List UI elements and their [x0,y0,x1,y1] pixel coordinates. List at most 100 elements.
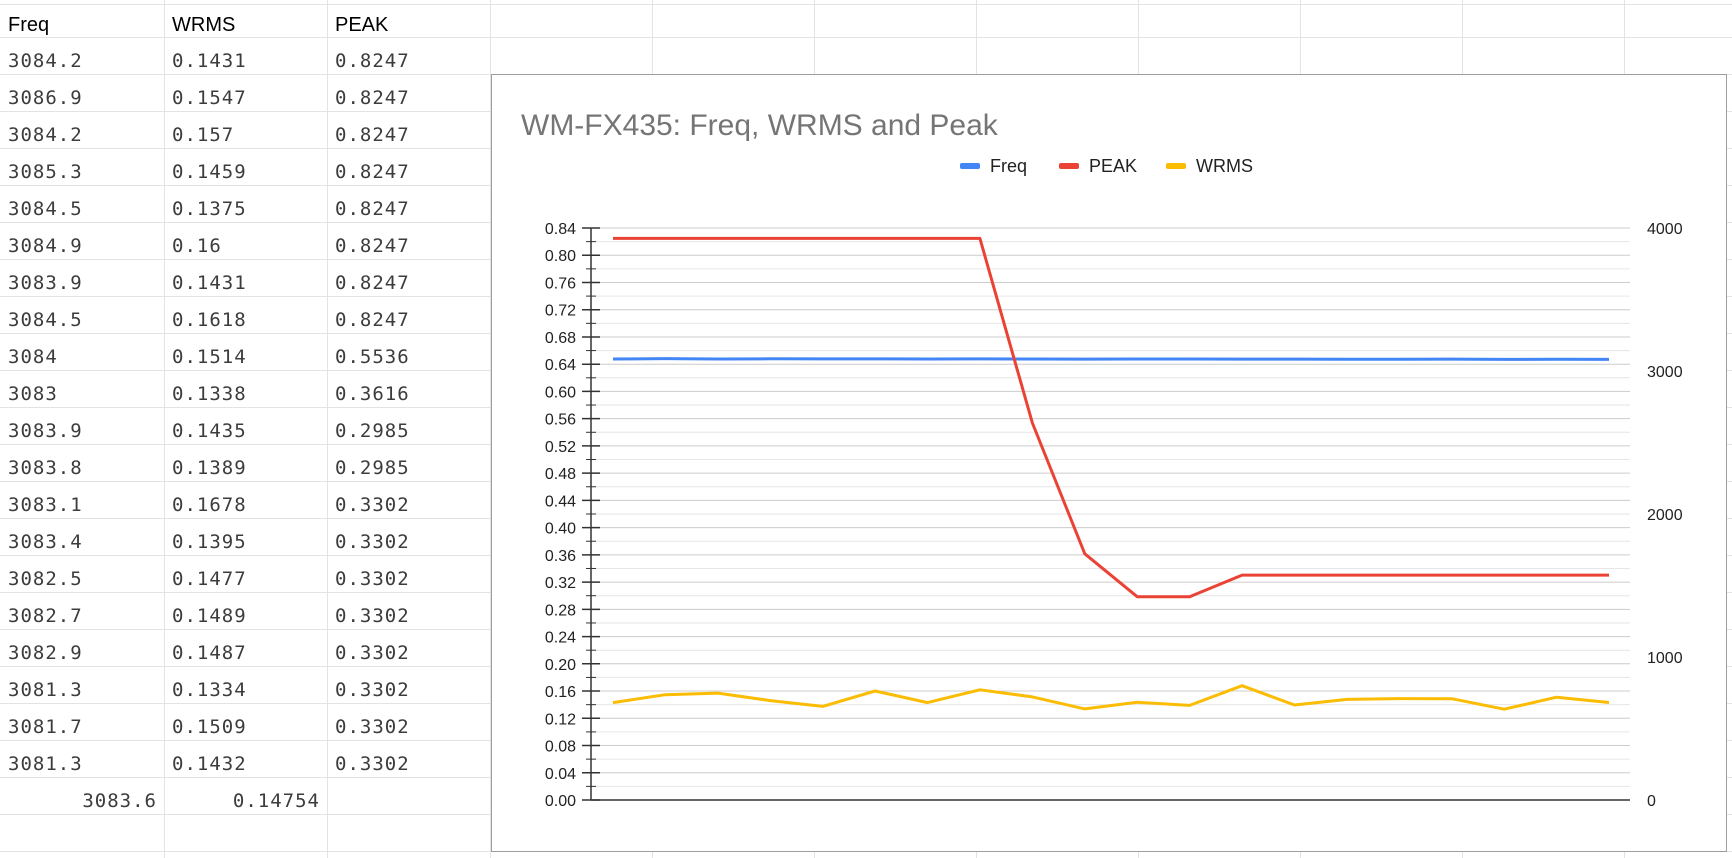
left-axis-tick-label: 0.12 [545,711,576,728]
right-axis-tick-label: 4000 [1647,221,1683,238]
header-cell[interactable]: Freq [8,14,50,36]
chart-svg: 0.00 0.04 0.08 0.12 0.16 0.20 0.24 0.28 0.32 0.36… [545,156,1683,810]
left-axis-tick-label: 0.72 [545,303,576,320]
data-cell[interactable]: 0.1431 [172,272,247,294]
left-axis-tick-label: 0.28 [545,602,576,619]
data-cell[interactable]: 0.3302 [335,753,410,775]
data-cell[interactable]: 0.8247 [335,309,410,331]
data-cell[interactable]: 0.2985 [335,457,410,479]
data-cell[interactable]: 0.1338 [172,383,247,405]
data-cell[interactable]: 0.16 [172,235,222,257]
data-cell[interactable]: 0.1489 [172,605,247,627]
data-cell[interactable]: 0.2985 [335,420,410,442]
series-line-peak [613,236,1609,599]
left-axis-tick-label: 0.64 [545,357,576,374]
data-cell[interactable]: 0.8247 [335,161,410,183]
left-axis-tick-label: 0.20 [545,657,576,674]
data-cell[interactable]: 3082.5 [8,568,83,590]
data-cell[interactable]: 0.1459 [172,161,247,183]
data-cell[interactable]: 0.3302 [335,568,410,590]
data-cell[interactable]: 3082.9 [8,642,83,664]
left-axis-tick-label: 0.36 [545,548,576,565]
row-gridline [0,37,1732,38]
data-cell[interactable]: 0.1432 [172,753,247,775]
summary-cell[interactable] [328,781,490,818]
data-cell[interactable]: 3083.9 [8,272,83,294]
series-layer [612,236,1610,711]
data-cell[interactable]: 0.1509 [172,716,247,738]
data-cell[interactable]: 0.8247 [335,87,410,109]
left-axis-tick-label: 0.84 [545,221,576,238]
left-axis-tick-label: 0.08 [545,739,576,756]
data-cell[interactable]: 3084.2 [8,124,83,146]
data-cell[interactable]: 0.3302 [335,494,410,516]
data-cell[interactable]: 3083.9 [8,420,83,442]
data-cell[interactable]: 0.1389 [172,457,247,479]
data-cell[interactable]: 0.8247 [335,50,410,72]
data-cell[interactable]: 0.1334 [172,679,247,701]
left-axis-tick-label: 0.00 [545,793,576,810]
data-cell[interactable]: 0.1477 [172,568,247,590]
legend-swatch-wrms [1166,163,1186,169]
header-cell[interactable]: PEAK [335,14,389,36]
data-cell[interactable]: 0.8247 [335,198,410,220]
summary-cell[interactable]: 3083.6 [82,790,157,812]
data-cell[interactable]: 3085.3 [8,161,83,183]
header-cell[interactable]: WRMS [172,14,236,36]
summary-cell[interactable]: 0.14754 [232,790,320,812]
left-axis-tick-label: 0.48 [545,466,576,483]
column-gridline [164,0,165,858]
data-cell[interactable]: 3084 [8,346,58,368]
legend-swatch-freq [960,163,980,169]
data-cell[interactable]: 0.3302 [335,531,410,553]
data-cell[interactable]: 0.3302 [335,716,410,738]
right-axis-tick-label: 0 [1647,793,1656,810]
data-cell[interactable]: 3081.3 [8,679,83,701]
data-cell[interactable]: 0.1547 [172,87,247,109]
data-cell[interactable]: 0.1487 [172,642,247,664]
data-cell[interactable]: 0.1678 [172,494,247,516]
data-cell[interactable]: 3084.2 [8,50,83,72]
data-cell[interactable]: 0.8247 [335,124,410,146]
data-cell[interactable]: 0.3302 [335,605,410,627]
data-cell[interactable]: 0.1514 [172,346,247,368]
data-cell[interactable]: 0.1395 [172,531,247,553]
data-cell[interactable]: 3083.8 [8,457,83,479]
data-cell[interactable]: 0.8247 [335,272,410,294]
left-axis-tick-label: 0.52 [545,439,576,456]
data-cell[interactable]: 0.3302 [335,642,410,664]
data-cell[interactable]: 3086.9 [8,87,83,109]
data-cell[interactable]: 0.3302 [335,679,410,701]
data-cell[interactable]: 0.5536 [335,346,410,368]
grid-layer [591,227,1630,801]
right-axis-tick-label: 3000 [1647,364,1683,381]
data-cell[interactable]: 0.1618 [172,309,247,331]
data-cell[interactable]: 0.3616 [335,383,410,405]
column-gridline [490,0,491,858]
legend: Freq PEAK WRMS [960,156,1253,176]
data-cell[interactable]: 3082.7 [8,605,83,627]
data-cell[interactable]: 3081.3 [8,753,83,775]
axis-layer: 0.00 0.04 0.08 0.12 0.16 0.20 0.24 0.28 0.32 0.36… [545,221,1683,810]
right-axis-tick-label: 2000 [1647,507,1683,524]
data-cell[interactable]: 3084.9 [8,235,83,257]
left-axis-tick-label: 0.04 [545,766,576,783]
data-cell[interactable]: 0.1435 [172,420,247,442]
line-chart[interactable]: WM-FX435: Freq, WRMS and Peak 0.00 0.04 0.… [491,74,1727,852]
left-axis-tick-label: 0.56 [545,412,576,429]
data-cell[interactable]: 3084.5 [8,309,83,331]
data-cell[interactable]: 3083.1 [8,494,83,516]
left-axis-tick-label: 0.80 [545,248,576,265]
data-cell[interactable]: 3083 [8,383,58,405]
left-axis-tick-label: 0.60 [545,384,576,401]
data-cell[interactable]: 3084.5 [8,198,83,220]
series-line-wrms [612,684,1610,711]
data-cell[interactable]: 3083.4 [8,531,83,553]
data-cell[interactable]: 0.1375 [172,198,247,220]
right-axis-tick-label: 1000 [1647,650,1683,667]
data-cell[interactable]: 0.8247 [335,235,410,257]
data-cell[interactable]: 0.1431 [172,50,247,72]
data-cell[interactable]: 0.157 [172,124,235,146]
left-axis-tick-label: 0.76 [545,275,576,292]
data-cell[interactable]: 3081.7 [8,716,83,738]
